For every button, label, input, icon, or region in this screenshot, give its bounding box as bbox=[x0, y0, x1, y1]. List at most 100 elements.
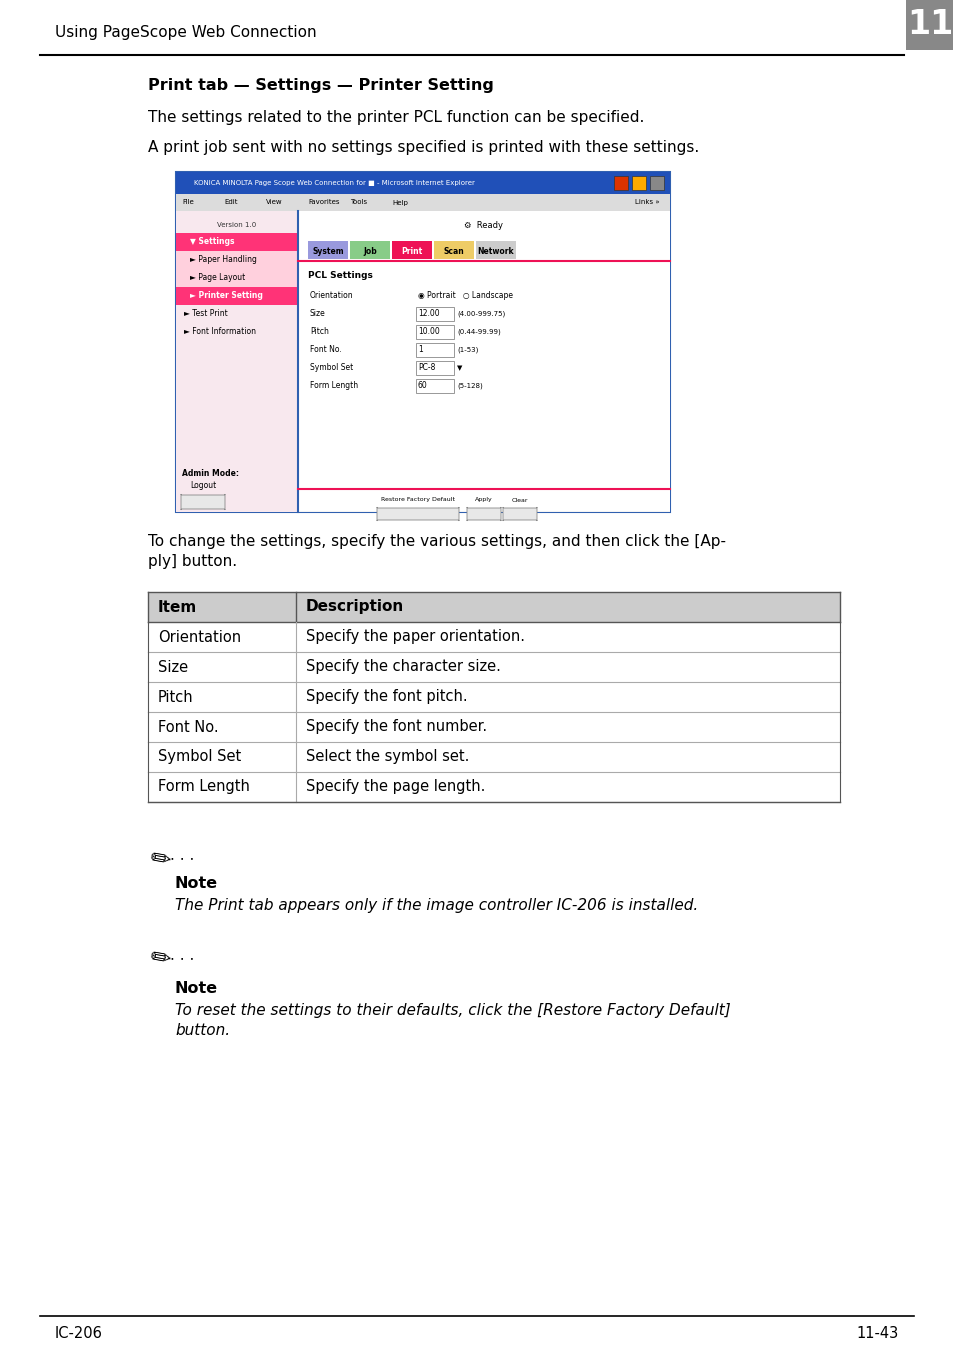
Bar bbox=[416, 379, 454, 393]
Text: ⚙  Ready: ⚙ Ready bbox=[464, 220, 503, 230]
Text: The Print tab appears only if the image controller IC-206 is installed.: The Print tab appears only if the image … bbox=[174, 898, 698, 913]
Text: Tools: Tools bbox=[350, 200, 367, 206]
Text: (1-53): (1-53) bbox=[456, 346, 477, 353]
FancyBboxPatch shape bbox=[467, 507, 500, 521]
Text: File: File bbox=[182, 200, 193, 206]
Text: To change the settings, specify the various settings, and then click the [Ap-: To change the settings, specify the vari… bbox=[148, 534, 725, 549]
Text: Using PageScope Web Connection: Using PageScope Web Connection bbox=[55, 24, 316, 39]
FancyBboxPatch shape bbox=[502, 507, 537, 521]
Bar bbox=[175, 172, 669, 193]
Bar bbox=[175, 306, 297, 323]
Text: button.: button. bbox=[174, 1023, 230, 1038]
Text: Symbol Set: Symbol Set bbox=[158, 749, 241, 764]
Bar bbox=[175, 211, 297, 512]
Text: Orientation: Orientation bbox=[158, 630, 241, 645]
Text: ⋅ ⋅ ⋅: ⋅ ⋅ ⋅ bbox=[170, 853, 194, 868]
Text: Apply: Apply bbox=[475, 498, 493, 503]
Bar bbox=[905, 0, 953, 50]
Text: Pitch: Pitch bbox=[310, 327, 329, 337]
Bar bbox=[297, 239, 669, 261]
Bar bbox=[175, 269, 297, 287]
Text: Select the symbol set.: Select the symbol set. bbox=[306, 749, 469, 764]
Text: Job: Job bbox=[363, 246, 376, 256]
Text: KONICA MINOLTA Page Scope Web Connection for ■ - Microsoft Internet Explorer: KONICA MINOLTA Page Scope Web Connection… bbox=[193, 180, 475, 187]
Text: 1: 1 bbox=[417, 346, 422, 354]
Text: (4.00-999.75): (4.00-999.75) bbox=[456, 311, 505, 318]
Text: Clear: Clear bbox=[511, 498, 528, 503]
Text: Favorites: Favorites bbox=[308, 200, 339, 206]
Text: ⋅ ⋅ ⋅: ⋅ ⋅ ⋅ bbox=[170, 952, 194, 967]
Bar bbox=[476, 241, 516, 260]
Text: Edit: Edit bbox=[224, 200, 237, 206]
Bar bbox=[416, 324, 454, 339]
Bar bbox=[416, 307, 454, 320]
Bar bbox=[148, 592, 840, 622]
Bar bbox=[148, 713, 840, 742]
Text: Specify the character size.: Specify the character size. bbox=[306, 660, 500, 675]
Bar bbox=[148, 681, 840, 713]
Text: ► Font Information: ► Font Information bbox=[184, 327, 255, 337]
Bar bbox=[297, 211, 669, 239]
Bar bbox=[434, 241, 474, 260]
Bar bbox=[631, 176, 645, 191]
Text: Symbol Set: Symbol Set bbox=[310, 364, 353, 373]
Text: Print tab — Settings — Printer Setting: Print tab — Settings — Printer Setting bbox=[148, 78, 494, 93]
Bar bbox=[614, 176, 627, 191]
Text: Help: Help bbox=[392, 200, 408, 206]
Text: IC-206: IC-206 bbox=[55, 1326, 103, 1341]
Text: (0.44-99.99): (0.44-99.99) bbox=[456, 329, 500, 335]
Bar bbox=[649, 176, 663, 191]
Text: A print job sent with no settings specified is printed with these settings.: A print job sent with no settings specif… bbox=[148, 141, 699, 155]
Text: System: System bbox=[312, 246, 343, 256]
Text: Scan: Scan bbox=[443, 246, 464, 256]
Text: Font No.: Font No. bbox=[310, 346, 341, 354]
Bar bbox=[308, 241, 348, 260]
Text: Logout: Logout bbox=[190, 481, 216, 491]
Bar bbox=[175, 233, 297, 251]
Text: Admin Mode:: Admin Mode: bbox=[182, 469, 239, 479]
Bar bbox=[416, 361, 454, 375]
Text: View: View bbox=[266, 200, 282, 206]
Text: Specify the paper orientation.: Specify the paper orientation. bbox=[306, 630, 524, 645]
Text: ► Paper Handling: ► Paper Handling bbox=[190, 256, 256, 265]
Text: ▼: ▼ bbox=[456, 365, 462, 370]
Bar bbox=[175, 193, 669, 211]
Text: (5-128): (5-128) bbox=[456, 383, 482, 389]
Text: Form Length: Form Length bbox=[158, 780, 250, 795]
Text: Form Length: Form Length bbox=[310, 381, 357, 391]
Text: ✏: ✏ bbox=[148, 846, 172, 873]
Text: Note: Note bbox=[174, 982, 218, 996]
Text: ◉ Portrait   ○ Landscape: ◉ Portrait ○ Landscape bbox=[417, 292, 513, 300]
Bar bbox=[175, 323, 297, 341]
FancyBboxPatch shape bbox=[376, 507, 458, 521]
Text: Version 1.0: Version 1.0 bbox=[217, 222, 256, 228]
Text: Pitch: Pitch bbox=[158, 690, 193, 704]
Text: Network: Network bbox=[477, 246, 514, 256]
Bar bbox=[148, 622, 840, 652]
Text: 11: 11 bbox=[906, 8, 952, 42]
Text: Print: Print bbox=[401, 246, 422, 256]
Text: Restore Factory Default: Restore Factory Default bbox=[380, 498, 455, 503]
Text: ply] button.: ply] button. bbox=[148, 554, 237, 569]
Text: To reset the settings to their defaults, click the [Restore Factory Default]: To reset the settings to their defaults,… bbox=[174, 1003, 730, 1018]
Text: 11-43: 11-43 bbox=[856, 1326, 898, 1341]
Text: ✏: ✏ bbox=[148, 945, 172, 972]
Bar bbox=[416, 343, 454, 357]
Bar bbox=[350, 241, 390, 260]
Text: PCL Settings: PCL Settings bbox=[308, 270, 373, 280]
Text: ► Page Layout: ► Page Layout bbox=[190, 273, 245, 283]
Text: PC-8: PC-8 bbox=[417, 364, 435, 373]
Bar bbox=[297, 261, 669, 511]
Bar bbox=[175, 211, 669, 512]
FancyBboxPatch shape bbox=[181, 493, 225, 510]
Text: Specify the font number.: Specify the font number. bbox=[306, 719, 487, 734]
Text: Font No.: Font No. bbox=[158, 719, 218, 734]
Bar bbox=[175, 287, 297, 306]
Text: ► Printer Setting: ► Printer Setting bbox=[190, 292, 263, 300]
Text: Specify the font pitch.: Specify the font pitch. bbox=[306, 690, 467, 704]
Text: 10.00: 10.00 bbox=[417, 327, 439, 337]
Text: Size: Size bbox=[310, 310, 325, 319]
Bar bbox=[392, 241, 432, 260]
Text: Specify the page length.: Specify the page length. bbox=[306, 780, 485, 795]
Text: ▼ Settings: ▼ Settings bbox=[190, 238, 234, 246]
